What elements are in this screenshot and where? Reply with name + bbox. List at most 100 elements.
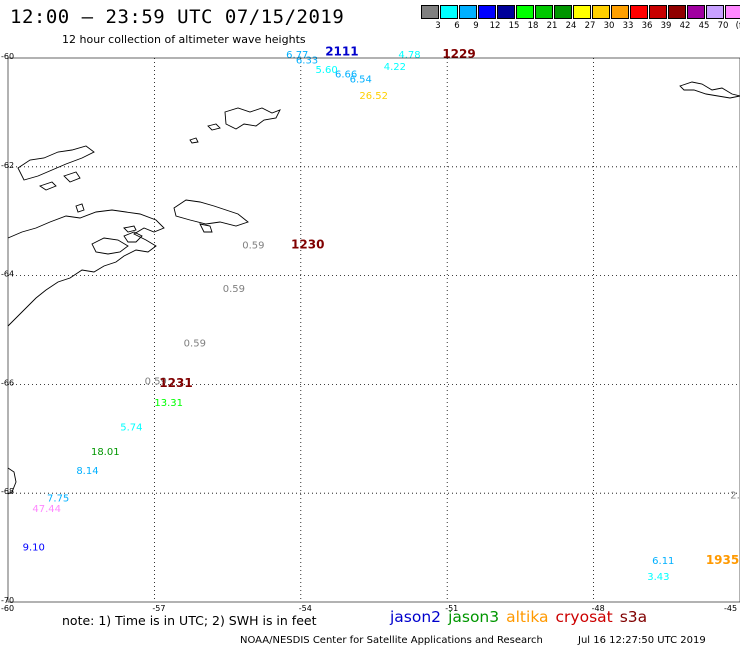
graticule: -60-62-64-66-68-70-60 -57 -54 -51 -48 -45: [1, 52, 740, 613]
joinville-island: [173, 199, 249, 227]
latitude-label: -64: [1, 270, 14, 279]
colorbar-swatch: [725, 5, 740, 19]
colorbar-swatch: [687, 5, 705, 19]
longitude-label: -48: [592, 604, 605, 613]
note-text: note: 1) Time is in UTC; 2) SWH is in fe…: [62, 613, 317, 628]
colorbar-tick-label: 27: [584, 21, 596, 31]
colorbar-swatch: [554, 5, 572, 19]
colorbar-tick-label: 36: [641, 21, 653, 31]
legend-cryosat: cryosat: [555, 608, 613, 626]
colorbar-tick-label: 12: [489, 21, 501, 31]
colorbar-tick-label: 9: [473, 21, 479, 31]
colorbar-tick-label: 39: [660, 21, 672, 31]
wave-height-value: 6.77: [286, 50, 308, 61]
wave-height-value: 6.33: [296, 55, 318, 66]
pass-time-label: 1229: [442, 47, 475, 61]
wave-height-value: 5.60: [315, 65, 337, 76]
colorbar-tick-label: 33: [622, 21, 634, 31]
colorbar-tick-label: 21: [546, 21, 558, 31]
james-ross-island: [91, 237, 129, 255]
legend-s3a: s3a: [619, 608, 648, 626]
longitude-label: -45: [724, 604, 737, 613]
colorbar-tick-label: 42: [679, 21, 691, 31]
colorbar-tick-label: 3: [435, 21, 441, 31]
king-george-island: [17, 145, 95, 181]
south-shetland-islands: [224, 107, 281, 130]
pass-time-label: 2111: [325, 44, 358, 58]
island-small-2: [189, 137, 199, 144]
colorbar-swatch: [421, 5, 439, 19]
colorbar-tick-label: 18: [527, 21, 539, 31]
pass-time-label: 1230: [291, 237, 324, 251]
map-title: 12:00 – 23:59 UTC 07/15/2019: [10, 6, 345, 28]
island-small-7: [123, 225, 137, 233]
colorbar-tick-label: 24: [565, 21, 577, 31]
measurement-labels: 6.776.335.606.666.54 26.52 4.784.22 0.59 0.5…: [23, 44, 740, 583]
longitude-label: -57: [152, 604, 165, 613]
south-orkney-islands: [679, 81, 740, 99]
wave-height-value: 7.75: [47, 493, 69, 504]
wave-height-value: 4.22: [384, 62, 406, 73]
footer-timestamp: Jul 16 12:27:50 UTC 2019: [578, 635, 706, 646]
wave-height-value: 26.52: [359, 91, 388, 102]
island-small-6: [75, 203, 85, 213]
colorbar-swatch: [573, 5, 591, 19]
colorbar-swatch: [592, 5, 610, 19]
colorbar-swatch: [706, 5, 724, 19]
colorbar-swatch: [535, 5, 553, 19]
longitude-label: -54: [299, 604, 312, 613]
colorbar-swatch: [668, 5, 686, 19]
wave-height-value: 0.59: [223, 284, 245, 295]
colorbar-tick-label: 6: [454, 21, 460, 31]
wave-height-value: 6.66: [335, 70, 357, 81]
wave-height-value: 6.54: [350, 74, 372, 85]
colorbar-swatch: [649, 5, 667, 19]
longitude-label: -60: [1, 604, 14, 613]
legend-jason3: jason3: [448, 608, 500, 626]
wave-height-value: 4.78: [398, 50, 420, 61]
satellite-legend: jason2 jason3 altika cryosat s3a: [390, 608, 654, 626]
coast-fragment: [7, 467, 17, 495]
map-subtitle: 12 hour collection of altimeter wave hei…: [62, 33, 306, 46]
latitude-label: -66: [1, 378, 14, 387]
antarctic-peninsula: [7, 209, 165, 327]
latitude-label: -62: [1, 161, 14, 170]
coastline: [7, 81, 740, 495]
footer-credit: NOAA/NESDIS Center for Satellite Applica…: [240, 635, 543, 646]
wave-height-value: 0.59: [184, 338, 206, 349]
island-small-1: [207, 123, 221, 131]
wave-height-value: 2.2: [730, 491, 740, 502]
colorbar-tick-label: 15: [508, 21, 520, 31]
colorbar-tick-label: (ft): [735, 21, 740, 31]
island-small-3: [63, 171, 81, 183]
colorbar-swatch: [611, 5, 629, 19]
wave-height-value: 6.11: [652, 556, 674, 567]
legend-jason2: jason2: [390, 608, 442, 626]
latitude-label: -68: [1, 487, 14, 496]
colorbar-swatch: [516, 5, 534, 19]
wave-height-colorbar: [421, 5, 740, 19]
wave-height-value: 5.74: [120, 423, 142, 434]
colorbar-swatch: [630, 5, 648, 19]
wave-height-value: 8.14: [76, 466, 98, 477]
wave-height-value: 0.59: [145, 376, 167, 387]
pass-time-label: 1231: [159, 376, 192, 390]
colorbar-tick-label: 70: [717, 21, 729, 31]
wave-height-value: 0.59: [242, 240, 264, 251]
wave-height-value: 3.43: [647, 572, 669, 583]
colorbar-swatch: [459, 5, 477, 19]
colorbar-swatch: [497, 5, 515, 19]
wave-height-value: 13.31: [154, 398, 183, 409]
colorbar-tick-label: 45: [698, 21, 710, 31]
legend-altika: altika: [506, 608, 549, 626]
latitude-label: -70: [1, 596, 14, 605]
colorbar-swatch: [440, 5, 458, 19]
latitude-label: -60: [1, 52, 14, 61]
colorbar-tick-label: 30: [603, 21, 615, 31]
island-small-5: [199, 223, 213, 233]
vega-island: [123, 231, 143, 243]
map-frame: [7, 57, 740, 603]
wave-height-value: 9.10: [23, 542, 45, 553]
